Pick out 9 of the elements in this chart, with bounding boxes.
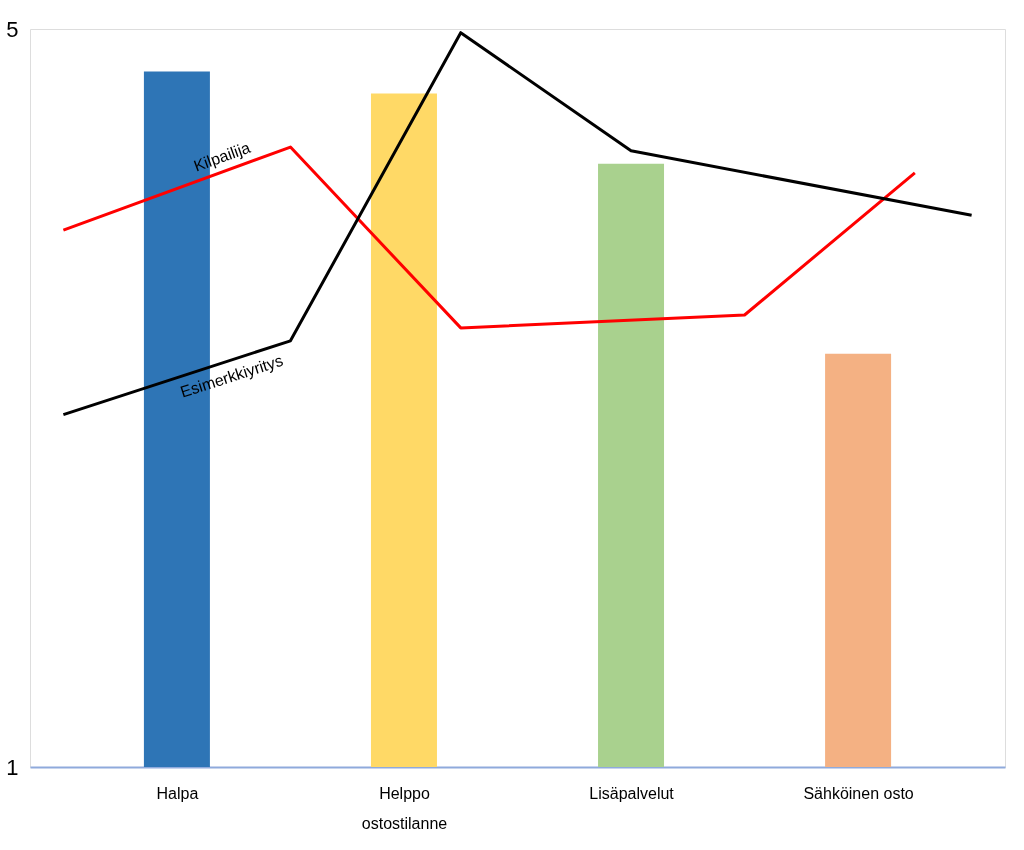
x-tick-label: Halpa xyxy=(156,784,199,802)
x-tick-label: Lisäpalvelut xyxy=(589,784,675,802)
line-series xyxy=(61,31,974,417)
x-tick-label: Helppo ostostilanne xyxy=(361,784,448,832)
line-series xyxy=(61,145,917,330)
text: Kilpailija xyxy=(191,138,253,175)
y-tick-label: 1 xyxy=(6,754,19,780)
x-tick-label: Sähköinen osto xyxy=(803,784,914,802)
y-tick-label: 5 xyxy=(6,16,19,42)
